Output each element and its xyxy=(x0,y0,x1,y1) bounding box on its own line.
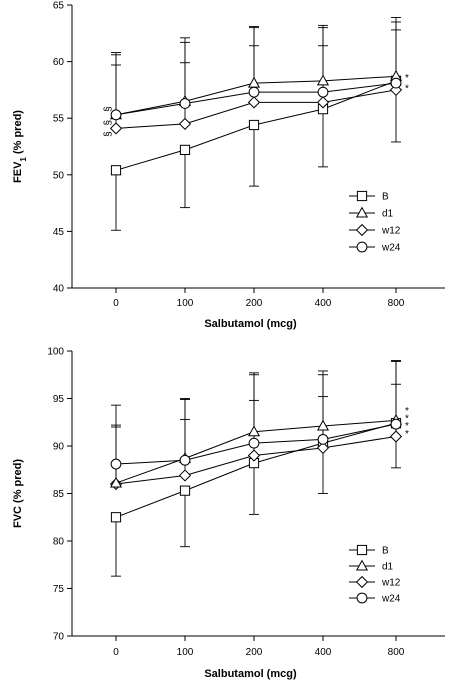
y-axis-title-part: FEV xyxy=(12,161,24,183)
data-point-w24 xyxy=(110,109,122,121)
x-tick-label: 400 xyxy=(315,298,332,309)
y-tick-label: 40 xyxy=(53,284,65,295)
significance-mark: § xyxy=(103,131,114,137)
y-tick-label: 80 xyxy=(53,537,65,548)
data-point-d1 xyxy=(316,419,330,431)
x-tick-label: 100 xyxy=(177,298,194,309)
data-point-w12 xyxy=(247,449,261,462)
data-point-B xyxy=(110,512,122,523)
data-point-w24 xyxy=(317,86,329,98)
y-tick-label: 90 xyxy=(53,442,65,453)
legend-marker-w12 xyxy=(355,223,369,237)
data-point-w24 xyxy=(110,458,122,470)
y-axis-title-part: FVC (% pred) xyxy=(12,459,24,528)
data-point-w12 xyxy=(178,117,192,130)
data-point-w24 xyxy=(179,454,191,466)
data-point-d1 xyxy=(109,476,123,488)
x-tick-label: 400 xyxy=(315,647,332,658)
data-point-w24 xyxy=(317,433,329,445)
legend-marker-w24 xyxy=(356,592,368,604)
significance-mark: § xyxy=(103,120,114,126)
data-point-B xyxy=(179,144,191,155)
x-tick-label: 200 xyxy=(246,647,263,658)
data-point-w24 xyxy=(390,418,402,430)
y-tick-label: 45 xyxy=(53,227,65,238)
data-point-B xyxy=(179,485,191,496)
data-point-w12 xyxy=(109,122,123,135)
legend-label: d1 xyxy=(382,209,394,220)
series-line-B xyxy=(115,422,397,518)
legend-marker-w12 xyxy=(355,575,369,589)
x-tick-label: 0 xyxy=(113,647,119,658)
significance-mark: * xyxy=(405,421,409,432)
y-tick-label: 95 xyxy=(53,394,65,405)
x-tick-label: 800 xyxy=(388,647,405,658)
data-point-w12 xyxy=(389,83,403,97)
x-tick-label: 100 xyxy=(177,647,194,658)
significance-mark: § xyxy=(103,106,114,112)
significance-mark: * xyxy=(405,429,409,440)
y-tick-label: 75 xyxy=(53,584,65,595)
data-point-w12 xyxy=(316,96,330,109)
x-tick-label: 200 xyxy=(246,298,263,309)
data-point-B xyxy=(110,165,122,176)
data-point-w12 xyxy=(247,96,261,109)
y-axis-title-part: 1 xyxy=(19,157,28,162)
data-point-w12 xyxy=(316,441,330,455)
data-point-w24 xyxy=(248,86,260,98)
data-point-w24 xyxy=(390,77,402,89)
legend: Bd1 w12 w24 xyxy=(349,190,401,254)
data-point-d1 xyxy=(247,76,261,88)
legend-label: w12 xyxy=(381,578,401,589)
y-tick-label: 85 xyxy=(53,489,65,500)
x-axis-title: Salbutamol (mcg) xyxy=(204,668,297,680)
data-point-w12 xyxy=(178,469,192,482)
y-tick-label: 55 xyxy=(53,114,65,125)
legend-marker-B xyxy=(356,190,368,202)
y-tick-label: 60 xyxy=(53,57,65,68)
data-point-B xyxy=(248,119,260,131)
legend-label: w12 xyxy=(381,226,401,237)
chart-panel-top: 40 45 50 55 60 65 0 100 200 400 800 Salbutamol (mcg… xyxy=(12,1,445,330)
x-axis-title: Salbutamol (mcg) xyxy=(204,318,297,330)
legend-marker-B xyxy=(356,544,368,556)
data-point-w24 xyxy=(248,437,260,449)
significance-mark: * xyxy=(405,414,409,425)
legend-label: B xyxy=(382,192,389,203)
y-tick-label: 65 xyxy=(53,1,65,12)
y-tick-label: 70 xyxy=(53,632,65,643)
legend-label: d1 xyxy=(382,562,394,573)
significance-mark: * xyxy=(405,73,409,84)
y-axis-title: FEV1 (% pred) xyxy=(12,110,28,183)
x-tick-label: 800 xyxy=(388,298,405,309)
data-point-d1 xyxy=(316,74,330,86)
legend: Bd1 w12 w24 xyxy=(349,544,401,605)
legend-marker-d1 xyxy=(355,206,369,218)
y-tick-label: 100 xyxy=(47,347,64,358)
y-tick-label: 50 xyxy=(53,170,65,181)
x-tick-label: 0 xyxy=(113,298,119,309)
legend-label: w24 xyxy=(381,594,401,605)
data-point-d1 xyxy=(247,425,261,437)
data-point-w12 xyxy=(389,430,403,443)
significance-mark: * xyxy=(405,83,409,94)
legend-label: w24 xyxy=(381,243,401,254)
y-axis-title-part: (% pred) xyxy=(12,110,24,157)
y-axis-title: FVC (% pred) xyxy=(12,459,24,528)
legend-label: B xyxy=(382,546,389,557)
legend-marker-w24 xyxy=(356,241,368,253)
chart-panel-bottom: 70 75 80 85 90 95 100 0 100 200 400 800 Salbutamol (… xyxy=(12,347,445,680)
legend-marker-d1 xyxy=(355,559,369,571)
data-point-w24 xyxy=(179,98,191,109)
significance-mark: * xyxy=(405,406,409,417)
